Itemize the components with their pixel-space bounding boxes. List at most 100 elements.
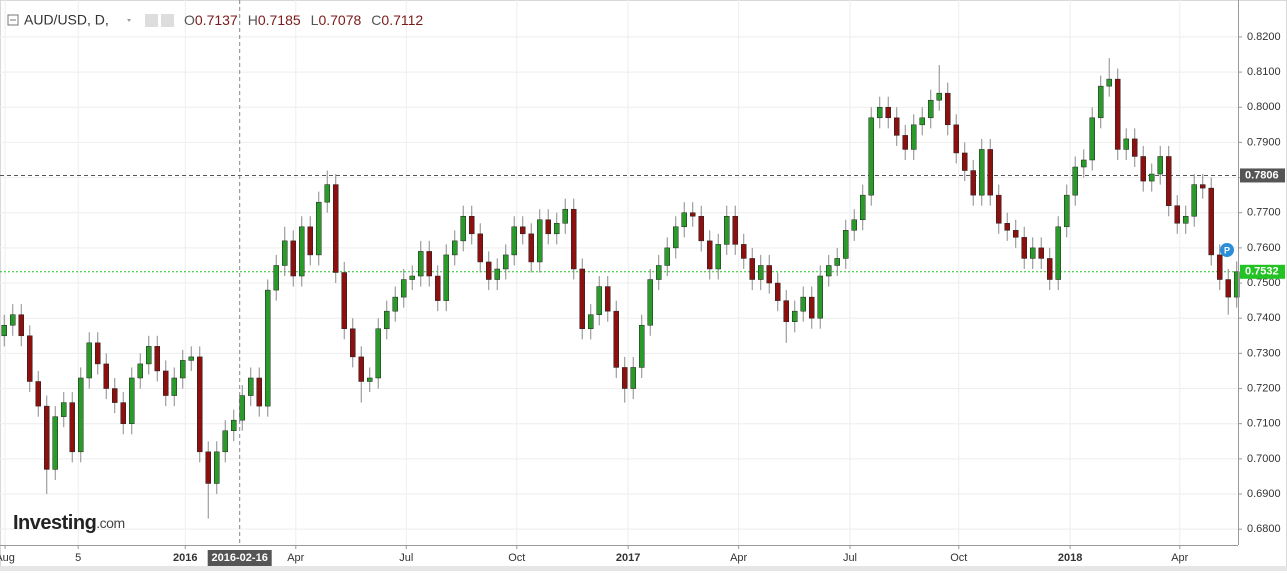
y-tick-label: 0.8100 [1247,66,1281,78]
candle-body [324,184,330,203]
candle-body [1004,223,1010,231]
x-tick-label: Apr [1171,552,1188,564]
candle-body [970,170,976,196]
candle-body [86,342,92,379]
candle-body [256,377,262,407]
candle-body [706,240,713,270]
candle-body [1182,215,1189,224]
crosshair-label-bg [207,550,272,566]
candle-body [596,286,602,315]
candle-body [953,124,959,154]
candle-body [842,230,849,259]
candle-body [137,363,143,379]
candle-body [1089,117,1095,161]
p-marker[interactable] [1220,243,1234,257]
candle-body [154,346,160,372]
candle-body [222,430,228,453]
settings-icon[interactable] [145,14,158,27]
candle-body [1131,138,1138,157]
footer-strip [0,566,1287,571]
candle-body [570,208,577,270]
candle-body [876,106,883,119]
candle-body [103,363,109,389]
candle-body [341,272,347,330]
candle-body [349,328,356,358]
candle-body [1055,226,1061,280]
candle-body [426,251,432,277]
candle-body [587,314,594,330]
x-tick-label: 2016 [173,552,197,564]
candle-body [18,314,24,337]
candle-body [936,92,942,101]
candle-body [188,356,194,361]
candle-body [1199,184,1206,189]
candle-body [689,212,696,217]
y-tick-label: 0.6900 [1247,488,1281,500]
candle-body [1225,279,1231,298]
candle-body [1191,184,1197,217]
candle-body [749,258,755,280]
y-tick-label: 0.7300 [1247,347,1281,359]
candle-body [120,402,126,424]
candle-body [375,328,381,379]
candle-body [783,300,789,322]
ohlc-value: 0.7137 [195,12,238,28]
y-tick-label: 0.7400 [1247,312,1281,324]
candle-body [893,117,900,136]
candle-body [528,233,534,263]
candle-body [400,279,407,298]
candle-body [392,296,398,312]
ohlc-label: H [248,12,258,28]
candle-body [196,356,203,453]
candle-body [451,240,458,256]
candle-body [1080,159,1087,168]
candle-body [69,402,75,453]
candle-body [52,416,58,470]
candle-body [995,194,1002,224]
candle-body [519,226,526,235]
candle-body [409,275,415,280]
candle-body [1097,85,1104,119]
candle-body [179,360,186,379]
candle-body [604,286,611,312]
candle-body [171,377,177,396]
candle-body [1216,254,1223,280]
candle-body [162,370,169,396]
candle-body [443,254,449,301]
ohlc-label: C [371,12,381,28]
y-tick-label: 0.7500 [1247,277,1281,289]
candle-body [1063,194,1070,228]
candle-body [298,226,305,277]
candle-body [1157,156,1163,175]
remove-icon[interactable] [161,14,174,27]
x-tick-label: Oct [508,552,525,564]
candle-body [723,215,730,245]
ohlc-label: O [184,12,195,28]
candle-body [111,388,118,403]
candle-body [128,377,135,424]
candle-body [145,346,152,365]
candle-body [239,395,245,421]
x-tick-label: Aug [0,552,15,564]
header: AUD/USD, D, O0.7137 H0.7185 L0.7078 C0.7112 [7,12,423,28]
candle-body [1,324,7,337]
brand-suffix: .com [96,515,124,531]
y-tick-label: 0.7100 [1247,418,1281,430]
candle-body [1140,156,1146,182]
candle-body [468,215,475,235]
candle-body [817,275,823,319]
y-tick-label: 0.7000 [1247,453,1281,465]
y-tick-label: 0.8200 [1247,31,1281,43]
y-tick-label: 0.8000 [1247,101,1281,113]
candle-body [681,212,687,228]
candle-body [553,223,560,235]
candle-body [273,265,279,291]
candle-body [1148,173,1155,182]
candle-body [1046,258,1053,280]
candle-body [358,356,364,382]
dropdown-caret[interactable] [127,19,131,22]
candle-body [834,258,840,266]
candle-body [919,117,925,126]
y-tick-label: 0.7200 [1247,382,1281,394]
